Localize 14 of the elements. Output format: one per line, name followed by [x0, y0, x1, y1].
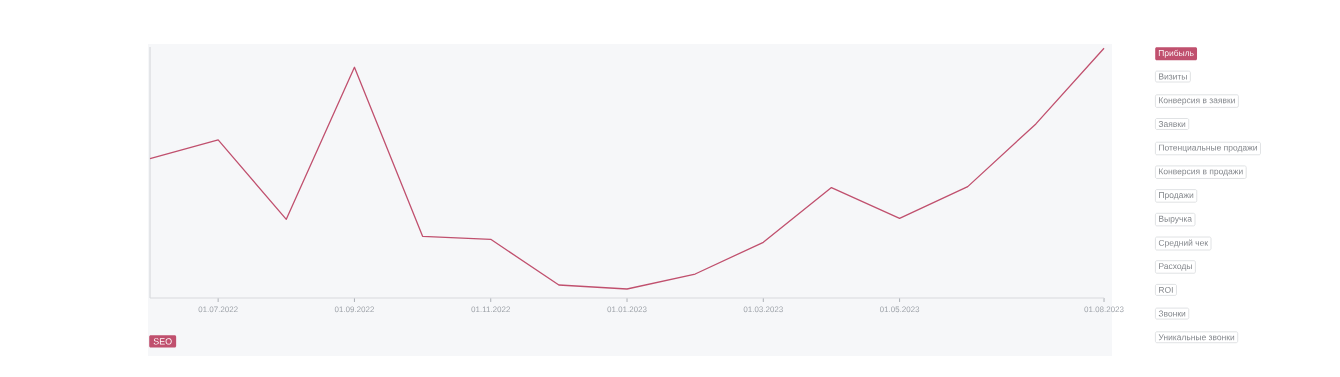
- text: Выручка: [1159, 215, 1192, 224]
- text: Продажи: [1159, 192, 1194, 200]
- text: Конверсия в продажи: [1159, 168, 1243, 176]
- text: Заявки: [1158, 121, 1186, 127]
- text: Прибыль: [1158, 49, 1194, 58]
- text: ROI: [1159, 286, 1173, 293]
- text: Потенциальные продажи: [1159, 144, 1257, 153]
- text: Расходы: [1159, 263, 1192, 271]
- text: Уникальные звонки: [1158, 334, 1235, 341]
- text: Визиты: [1159, 73, 1187, 80]
- text: Конверсия в заявки: [1159, 97, 1235, 105]
- text: Средний чек: [1158, 239, 1209, 248]
- text: SEO: [153, 338, 172, 345]
- text: Звонки: [1158, 310, 1186, 317]
